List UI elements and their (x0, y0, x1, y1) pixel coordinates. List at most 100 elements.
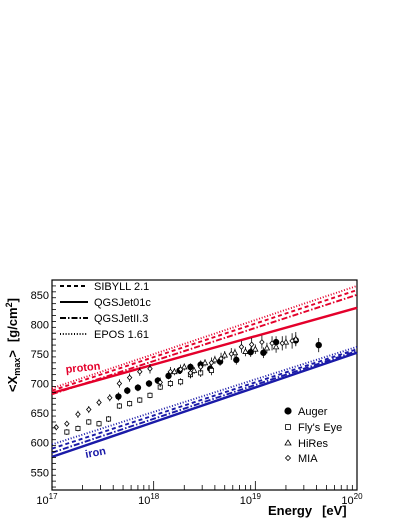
legend-marker-auger (284, 407, 292, 415)
point-mia (187, 369, 194, 376)
point-mia (238, 343, 245, 350)
point-hires (211, 356, 219, 363)
y-axis-unit: [g/cm (5, 307, 20, 342)
y-tick-label: 850 (31, 290, 49, 302)
point-fly-s-eye (86, 419, 92, 425)
y-tick-label: 550 (31, 467, 49, 479)
point-hires (190, 366, 198, 373)
point-fly-s-eye (167, 381, 173, 387)
point-auger (187, 363, 194, 371)
point-fly-s-eye (147, 392, 153, 398)
point-hires (263, 344, 271, 351)
axis-ticks: 550 600 650 700 750 800 850 1017 1018 1019 1020 (31, 279, 363, 507)
point-fly-s-eye (208, 368, 214, 374)
point-mia (96, 399, 102, 406)
plot-frame (51, 279, 358, 491)
point-mia (259, 339, 265, 346)
legend-label-sibyll: SIBYLL 2.1 (94, 281, 149, 293)
legend-label-mia: MIA (298, 453, 318, 465)
point-auger (247, 348, 254, 356)
point-auger (315, 341, 322, 349)
point-fly-s-eye (127, 401, 133, 407)
annotation-iron: iron (84, 445, 107, 461)
point-auger (145, 380, 153, 387)
y-axis-unit-superscript: 2 (4, 302, 14, 307)
y-axis-unit-close: ] (5, 298, 20, 302)
point-mia (197, 363, 204, 370)
legend-marker-mia (284, 454, 292, 462)
model-curves (51, 285, 358, 459)
point-hires (252, 345, 259, 352)
y-axis-subscript: max (12, 358, 22, 376)
point-mia (157, 379, 163, 386)
point-auger (124, 387, 131, 394)
point-mia (269, 340, 275, 347)
point-mia (86, 406, 92, 413)
y-tick-label: 700 (31, 379, 49, 391)
annotation-proton: proton (65, 360, 101, 376)
legend-marker-flyseye (285, 424, 291, 430)
model-line-iron-dashed (51, 348, 358, 450)
point-mia (75, 411, 81, 418)
y-tick-label: 600 (31, 438, 49, 450)
model-line-proton-solid (51, 306, 358, 395)
model-line-proton-dashed (51, 289, 358, 392)
x-tick-label: 1018 (138, 492, 160, 507)
data-legend: Auger Fly's Eye HiRes MIA (284, 406, 342, 465)
y-axis-title-close: > (5, 350, 20, 358)
y-axis-label: <Xmax> [g/cm2] (4, 298, 22, 392)
point-mia (147, 365, 153, 372)
x-axis-label: Energy [eV] (268, 503, 347, 518)
point-fly-s-eye (116, 403, 122, 409)
point-hires (171, 368, 178, 375)
point-mia (279, 340, 285, 347)
data-points (53, 332, 322, 435)
legend-label-auger: Auger (298, 406, 328, 418)
point-fly-s-eye (96, 421, 102, 427)
y-tick-label: 650 (31, 408, 49, 420)
point-mia (248, 341, 255, 348)
point-mia (167, 368, 174, 375)
point-auger (233, 356, 240, 364)
point-auger (260, 349, 267, 356)
x-axis-title: Energy (268, 503, 313, 518)
model-line-proton-dashdot (51, 293, 358, 396)
point-fly-s-eye (64, 429, 70, 435)
point-fly-s-eye (75, 425, 81, 431)
legend-label-epos: EPOS 1.61 (94, 329, 149, 341)
point-hires (292, 335, 300, 342)
model-line-iron-solid (51, 351, 358, 459)
point-mia (116, 380, 123, 387)
point-fly-s-eye (178, 379, 184, 385)
point-fly-s-eye (106, 416, 112, 422)
point-mia (228, 350, 235, 357)
point-hires (242, 347, 249, 354)
model-legend: SIBYLL 2.1 QGSJet01c QGSJetII.3 EPOS 1.6… (60, 281, 151, 341)
point-hires (201, 359, 209, 366)
y-axis-title: <X (5, 375, 20, 392)
point-mia (289, 337, 295, 344)
point-mia (64, 420, 70, 427)
point-mia (53, 424, 59, 431)
point-hires (180, 363, 188, 370)
point-fly-s-eye (137, 397, 143, 403)
legend-label-hires: HiRes (298, 438, 328, 450)
point-mia (208, 359, 215, 366)
x-tick-label: 1019 (240, 492, 262, 507)
y-tick-label: 800 (31, 319, 49, 331)
point-hires (272, 343, 280, 350)
legend-label-flyseye: Fly's Eye (298, 422, 342, 434)
point-mia (177, 366, 184, 373)
legend-label-qgsjet01c: QGSJet01c (94, 297, 151, 309)
model-line-proton-dotted (51, 285, 358, 390)
point-mia (137, 368, 143, 375)
point-mia (218, 355, 224, 362)
point-mia (126, 374, 133, 381)
point-auger (115, 393, 122, 400)
point-mia (107, 394, 113, 401)
y-tick-label: 750 (31, 349, 49, 361)
x-tick-label: 1017 (36, 492, 58, 507)
point-auger (134, 384, 142, 391)
